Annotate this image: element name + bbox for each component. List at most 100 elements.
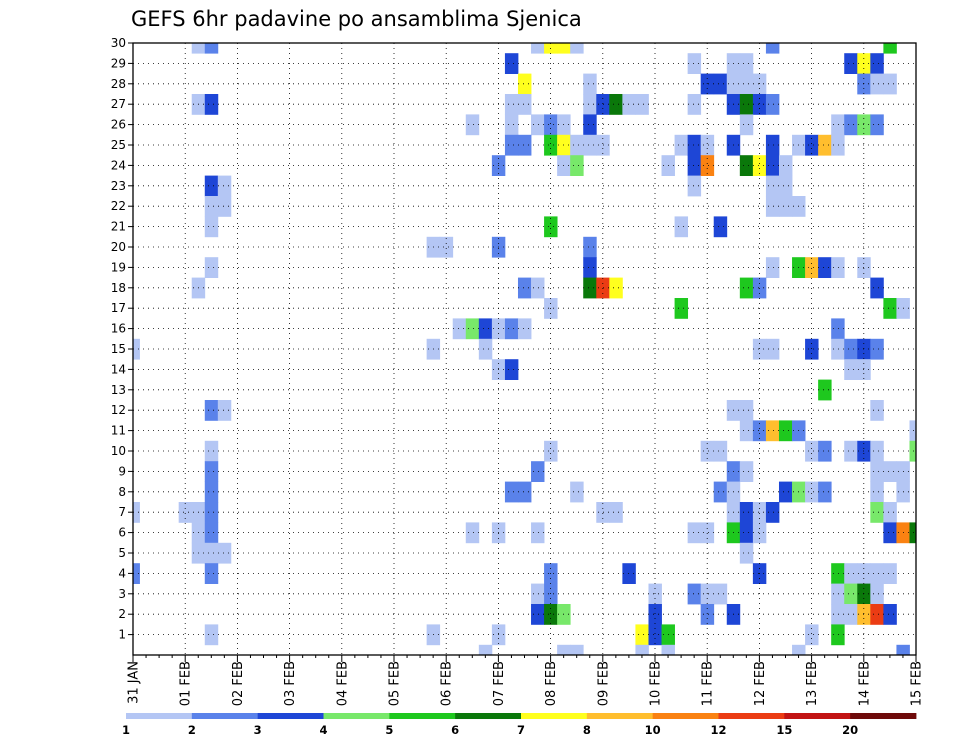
heatmap-cell bbox=[217, 400, 232, 421]
legend-swatch bbox=[850, 713, 917, 719]
heatmap-cell bbox=[713, 481, 728, 503]
heatmap-cell bbox=[465, 522, 480, 544]
heatmap-cell bbox=[870, 277, 884, 299]
legend-label: 3 bbox=[254, 723, 262, 737]
heatmap-cell bbox=[739, 94, 754, 115]
y-tick-label: 10 bbox=[111, 444, 126, 458]
y-tick-label: 11 bbox=[111, 424, 126, 438]
heatmap-cell bbox=[857, 440, 871, 462]
legend-label: 5 bbox=[385, 723, 393, 737]
y-tick-label: 28 bbox=[111, 77, 126, 91]
heatmap-cell bbox=[831, 624, 845, 646]
heatmap-cell bbox=[531, 114, 545, 136]
heatmap-cell bbox=[805, 624, 819, 646]
heatmap-cell bbox=[531, 604, 545, 625]
heatmap-cell bbox=[778, 481, 793, 503]
heatmap-cell bbox=[792, 644, 806, 656]
legend-swatch bbox=[257, 713, 324, 719]
heatmap-cell bbox=[531, 277, 545, 299]
heatmap-cell bbox=[765, 43, 780, 54]
heatmap-cell bbox=[439, 236, 454, 258]
heatmap-cell bbox=[687, 53, 702, 74]
heatmap-cell bbox=[531, 43, 545, 54]
heatmap-cell bbox=[765, 94, 780, 115]
y-tick-label: 23 bbox=[111, 179, 126, 193]
heatmap-cell bbox=[739, 53, 754, 74]
heatmap-cell bbox=[133, 338, 140, 360]
heatmap-cell bbox=[622, 563, 636, 584]
heatmap-cell bbox=[818, 440, 832, 462]
heatmap-cell bbox=[778, 155, 793, 176]
heatmap-cell bbox=[133, 502, 140, 523]
y-axis: 1234567891011121314151617181920212223242… bbox=[111, 36, 133, 642]
legend-label: 7 bbox=[517, 723, 525, 737]
y-tick-label: 29 bbox=[111, 56, 126, 70]
heatmap-cell bbox=[713, 73, 728, 95]
heatmap-cell bbox=[583, 134, 597, 156]
heatmap-cell bbox=[765, 338, 780, 360]
heatmap-cell bbox=[700, 134, 715, 156]
heatmap-cell bbox=[570, 43, 584, 54]
y-tick-label: 26 bbox=[111, 118, 126, 132]
heatmap-cell bbox=[805, 338, 819, 360]
y-tick-label: 25 bbox=[111, 138, 126, 152]
heatmap-cell bbox=[739, 461, 754, 482]
heatmap-cell bbox=[622, 94, 636, 115]
heatmap-cell bbox=[687, 175, 702, 197]
heatmap-cell bbox=[204, 522, 219, 544]
heatmap-cell bbox=[544, 216, 558, 238]
heatmap-cell bbox=[517, 134, 532, 156]
heatmap-cell bbox=[870, 461, 884, 482]
heatmap-cell bbox=[818, 481, 832, 503]
y-tick-label: 7 bbox=[118, 505, 126, 519]
heatmap-cell bbox=[557, 43, 571, 54]
heatmap-cell bbox=[478, 644, 493, 656]
y-tick-label: 30 bbox=[111, 36, 126, 50]
heatmap-cell bbox=[805, 134, 819, 156]
x-tick-label: 01 FEB bbox=[179, 661, 194, 706]
heatmap-cell bbox=[204, 481, 219, 503]
legend-swatch bbox=[586, 713, 654, 719]
y-tick-label: 17 bbox=[111, 301, 126, 315]
heatmap-cell bbox=[870, 400, 884, 421]
heatmap-cell bbox=[674, 298, 689, 319]
heatmap-cell bbox=[739, 114, 754, 136]
heatmap-cell bbox=[752, 155, 767, 176]
heatmap-cells bbox=[133, 43, 917, 656]
heatmap-cell bbox=[531, 461, 545, 482]
x-tick-label: 14 FEB bbox=[857, 661, 872, 706]
heatmap-cell bbox=[544, 134, 558, 156]
heatmap-cell bbox=[204, 624, 219, 646]
x-tick-label: 09 FEB bbox=[596, 661, 611, 706]
heatmap-cell bbox=[739, 502, 754, 523]
heatmap-cell bbox=[909, 440, 917, 462]
heatmap-cell bbox=[739, 155, 754, 176]
heatmap-cell bbox=[700, 155, 715, 176]
heatmap-cell bbox=[504, 114, 519, 136]
heatmap-cell bbox=[739, 73, 754, 95]
heatmap-cell bbox=[687, 134, 702, 156]
heatmap-cell bbox=[831, 563, 845, 584]
heatmap-cell bbox=[544, 114, 558, 136]
heatmap-cell bbox=[687, 583, 702, 605]
heatmap-cell bbox=[517, 94, 532, 115]
heatmap-cell bbox=[674, 134, 689, 156]
heatmap-cell bbox=[661, 644, 675, 656]
legend-label: 2 bbox=[188, 723, 196, 737]
y-tick-label: 19 bbox=[111, 260, 126, 274]
x-tick-label: 10 FEB bbox=[649, 661, 664, 706]
heatmap-cell bbox=[752, 338, 767, 360]
legend-swatch bbox=[455, 713, 522, 719]
x-tick-label: 11 FEB bbox=[701, 661, 716, 706]
heatmap-cell bbox=[517, 73, 532, 95]
heatmap-cell bbox=[504, 53, 519, 74]
heatmap-cell bbox=[818, 379, 832, 401]
x-tick-label: 13 FEB bbox=[805, 661, 820, 706]
heatmap-cell bbox=[831, 338, 845, 360]
heatmap-cell bbox=[844, 338, 858, 360]
heatmap-cell bbox=[204, 563, 219, 584]
heatmap-cell bbox=[204, 257, 219, 278]
heatmap-cell bbox=[504, 318, 519, 340]
heatmap-cell bbox=[739, 420, 754, 442]
